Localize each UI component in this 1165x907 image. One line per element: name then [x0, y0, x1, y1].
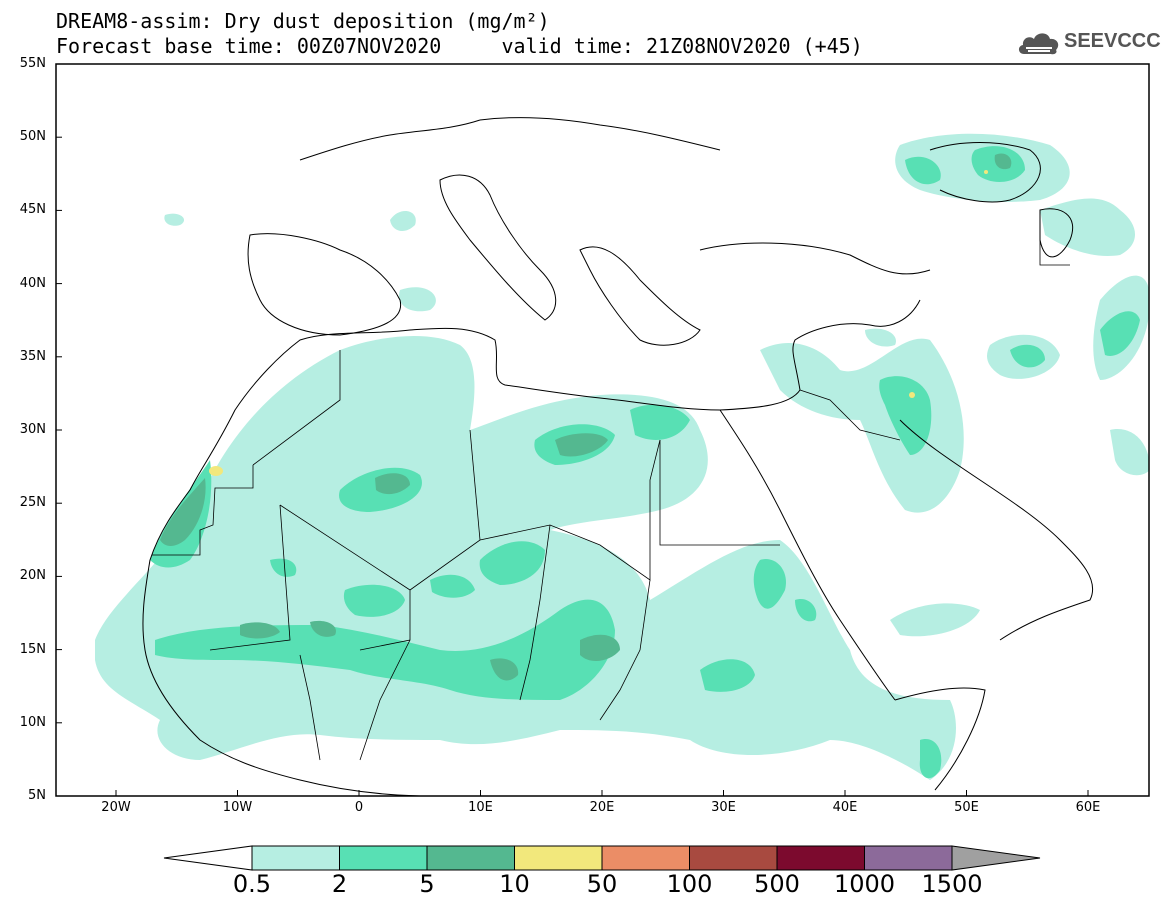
lat-label: 10N	[19, 714, 46, 730]
lat-label: 55N	[19, 56, 46, 71]
colorbar-label: 500	[754, 870, 800, 898]
lat-label: 30N	[19, 422, 46, 437]
colorbar-label: 10	[499, 870, 530, 898]
colorbar-label: 1500	[921, 870, 983, 898]
dust-level-0.5	[95, 133, 1149, 780]
colorbar-label: 50	[586, 870, 618, 898]
colorbar-label: 0.5	[232, 870, 272, 898]
lon-label: 20W	[101, 800, 131, 815]
lon-label: 10W	[222, 800, 253, 815]
map-title: DREAM8-assim: Dry dust deposition (mg/m²…	[56, 9, 550, 33]
colorbar-box	[251, 845, 340, 871]
lon-label: 50E	[954, 800, 979, 815]
lon-label: 30E	[711, 800, 736, 815]
lat-label: 50N	[19, 129, 46, 145]
lon-label: 20E	[589, 800, 615, 815]
dust-field	[95, 117, 1149, 796]
colorbar-boxes	[251, 845, 953, 871]
lat-label: 25N	[19, 495, 46, 511]
cloud-icon	[1018, 33, 1059, 55]
lon-label: 60E	[1075, 800, 1101, 815]
colorbar-label: 1000	[833, 870, 896, 898]
colorbar-box	[339, 845, 428, 871]
forecast-time-info: Forecast base time: 00Z07NOV2020 valid t…	[56, 34, 863, 58]
country-borders	[152, 210, 1070, 761]
axis-ticks	[56, 63, 1089, 797]
colorbar-label: 2	[331, 870, 348, 898]
dust-level-10	[209, 170, 988, 476]
colorbar	[163, 845, 1041, 871]
lat-label: 15N	[19, 641, 46, 657]
logo-text: SEEVCCC	[1064, 30, 1161, 52]
colorbar-box	[514, 845, 603, 871]
lon-label: 10E	[468, 800, 493, 815]
colorbar-box	[776, 845, 865, 871]
dust-level-5	[160, 153, 1012, 681]
lon-label: 40E	[832, 800, 858, 815]
lon-label: 0	[354, 800, 364, 815]
colorbar-box	[864, 845, 953, 871]
lat-label: 35N	[19, 348, 46, 364]
seevccc-logo: SEEVCCC	[1016, 28, 1161, 58]
lat-label: 20N	[19, 568, 46, 584]
lat-label: 40N	[19, 275, 46, 291]
colorbar-low-arrow	[163, 845, 253, 871]
colorbar-high-arrow	[951, 845, 1041, 871]
lat-label: 45N	[19, 202, 46, 218]
colorbar-label: 100	[666, 870, 713, 898]
colorbar-box	[689, 845, 778, 871]
coastlines	[142, 117, 1094, 796]
colorbar-box	[601, 845, 690, 871]
colorbar-box	[426, 845, 515, 871]
colorbar-label: 5	[419, 870, 435, 898]
lat-label: 5N	[28, 788, 46, 803]
